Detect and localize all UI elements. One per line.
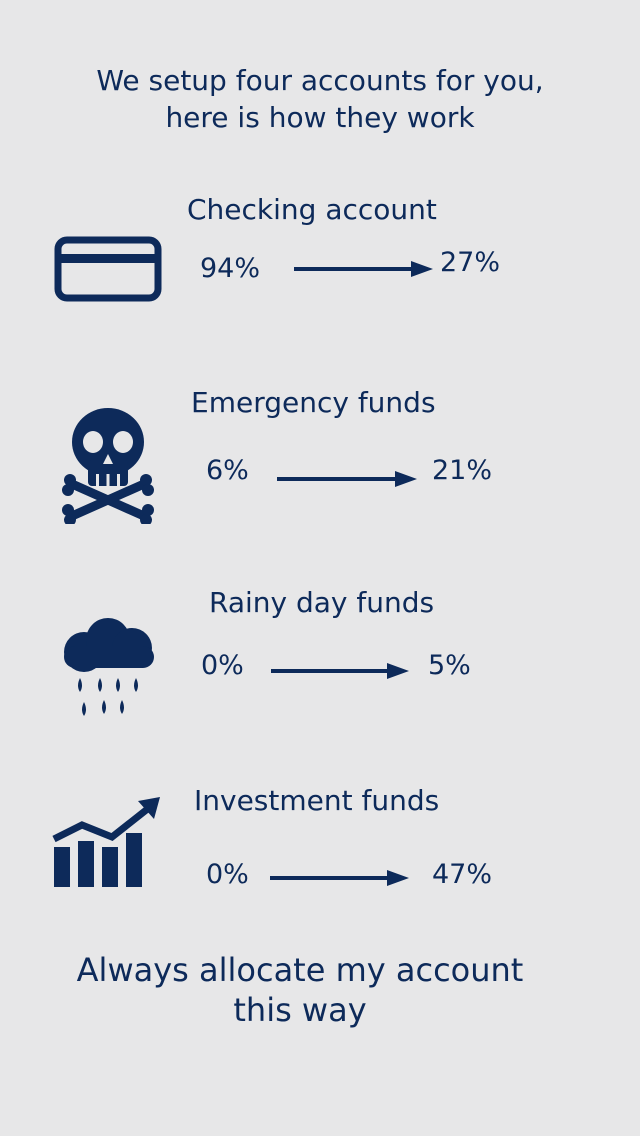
target-percent: 5% [428, 650, 471, 681]
credit-card-icon [54, 236, 162, 302]
account-title: Checking account [187, 193, 437, 226]
intro-line-2: here is how they work [165, 101, 475, 134]
intro-heading: We setup four accounts for you, here is … [0, 62, 640, 136]
target-percent: 21% [432, 455, 493, 486]
arrow-icon [294, 261, 433, 277]
account-title: Rainy day funds [209, 586, 435, 619]
arrow-icon [271, 663, 409, 679]
skull-crossbones-icon [62, 408, 154, 524]
target-percent: 47% [432, 859, 493, 890]
footer-line-2: this way [233, 991, 367, 1029]
current-percent: 0% [206, 859, 249, 890]
account-title: Investment funds [194, 784, 440, 817]
current-percent: 94% [200, 253, 261, 284]
current-percent: 6% [206, 455, 249, 486]
always-allocate-button[interactable]: Always allocate my account this way [40, 950, 560, 1030]
intro-line-1: We setup four accounts for you, [96, 64, 544, 97]
growth-chart-icon [52, 797, 160, 887]
arrow-icon [277, 471, 417, 487]
account-title: Emergency funds [191, 386, 436, 419]
arrow-icon [270, 870, 409, 886]
target-percent: 27% [440, 247, 501, 278]
current-percent: 0% [201, 650, 244, 681]
rain-cloud-icon [64, 618, 154, 716]
footer-line-1: Always allocate my account [76, 951, 524, 989]
